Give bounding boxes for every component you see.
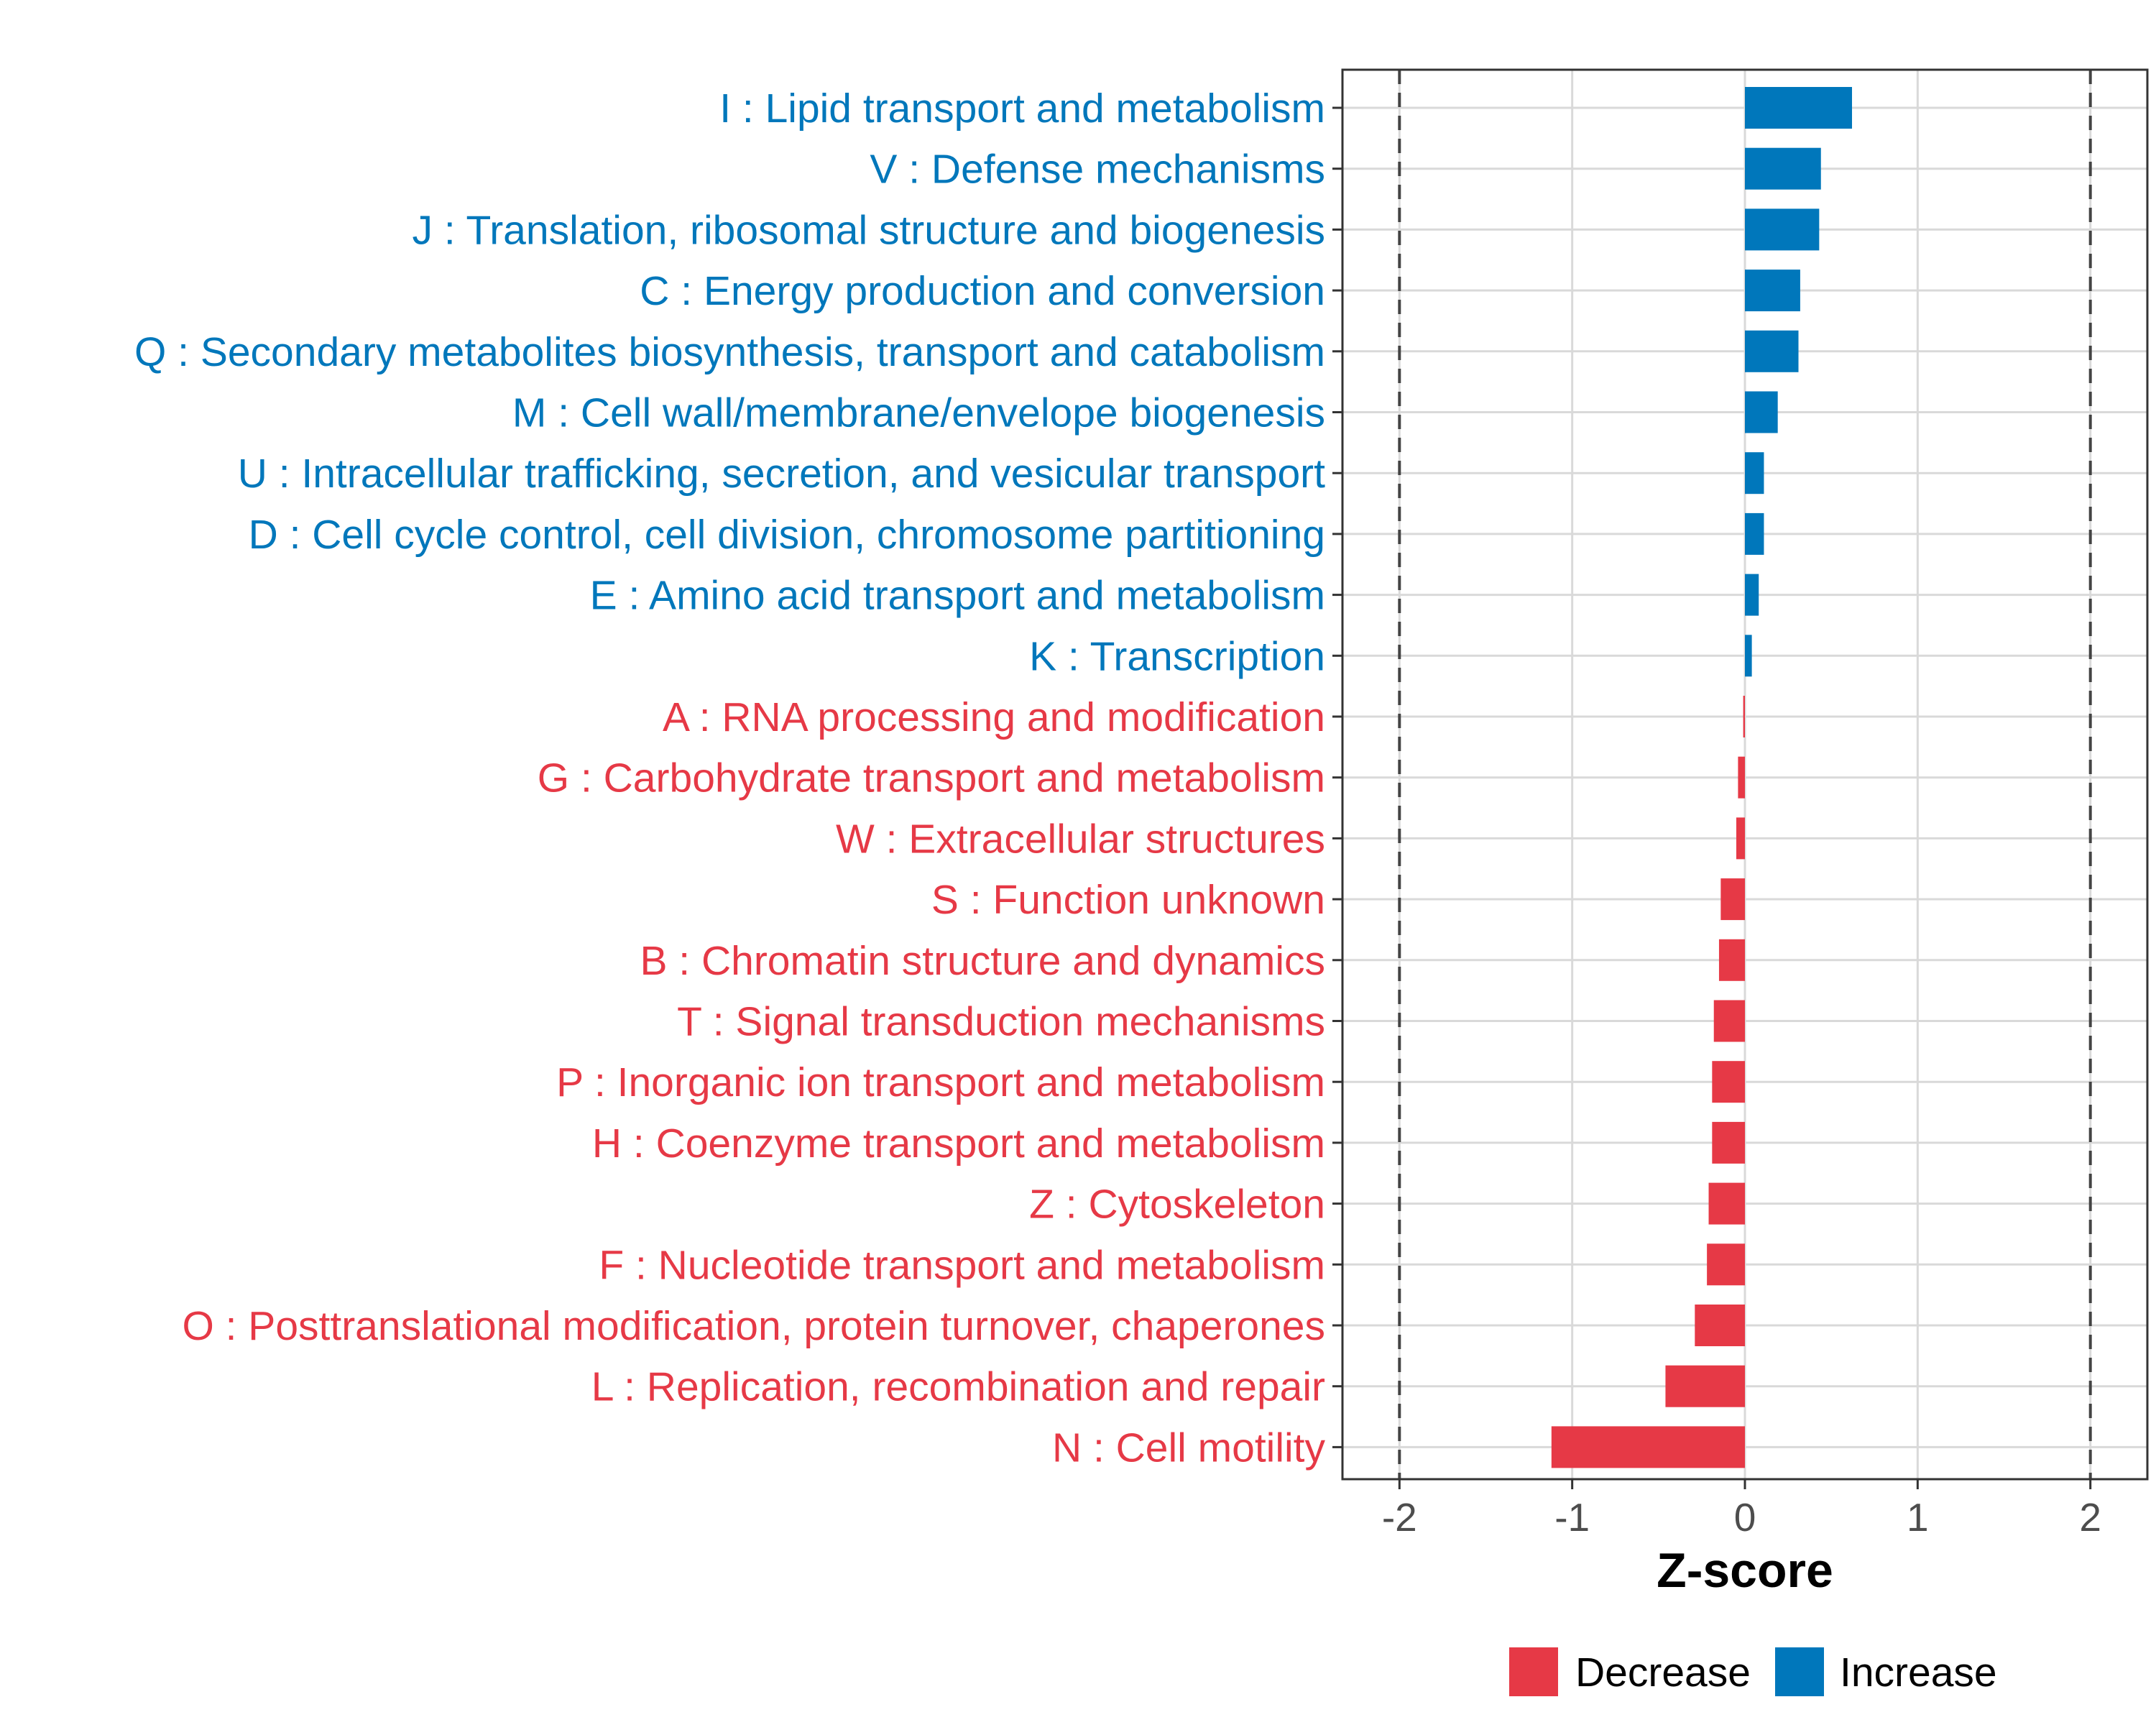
category-label: C : Energy production and conversion xyxy=(640,268,1325,314)
legend-label-increase: Increase xyxy=(1840,1650,1997,1696)
bar xyxy=(1745,635,1752,677)
x-tick-label: -2 xyxy=(1382,1495,1417,1540)
bar xyxy=(1695,1305,1745,1346)
category-label: F : Nucleotide transport and metabolism xyxy=(599,1242,1325,1288)
bar xyxy=(1665,1365,1745,1407)
x-tick-label: 2 xyxy=(2079,1495,2101,1540)
category-label: Z : Cytoskeleton xyxy=(1029,1182,1325,1228)
category-label: J : Translation, ribosomal structure and… xyxy=(413,207,1325,253)
bar xyxy=(1718,939,1745,981)
category-label: U : Intracellular trafficking, secretion… xyxy=(238,451,1325,497)
bar xyxy=(1745,147,1821,190)
category-label: N : Cell motility xyxy=(1052,1425,1326,1471)
bar xyxy=(1745,452,1764,494)
bar xyxy=(1745,391,1778,433)
category-label: A : RNA processing and modification xyxy=(663,694,1325,740)
bar xyxy=(1713,1000,1745,1042)
category-label: D : Cell cycle control, cell division, c… xyxy=(249,512,1325,558)
category-label: B : Chromatin structure and dynamics xyxy=(640,938,1325,984)
y-axis: I : Lipid transport and metabolism V : De… xyxy=(134,86,1342,1471)
bar xyxy=(1736,817,1745,860)
category-label: V : Defense mechanisms xyxy=(870,147,1325,193)
category-label: P : Inorganic ion transport and metaboli… xyxy=(556,1059,1325,1105)
bar xyxy=(1745,574,1759,616)
category-label: S : Function unknown xyxy=(931,877,1325,923)
bars-layer xyxy=(1551,87,1853,1468)
category-label: K : Transcription xyxy=(1029,633,1325,679)
category-label: Q : Secondary metabolites biosynthesis, … xyxy=(134,329,1325,375)
bar xyxy=(1738,756,1745,799)
bar xyxy=(1745,512,1764,555)
bar xyxy=(1745,270,1800,312)
threshold-layer xyxy=(1398,70,2092,1479)
category-label: O : Posttranslational modification, prot… xyxy=(182,1303,1325,1349)
legend-swatch-decrease xyxy=(1509,1647,1558,1696)
category-label: W : Extracellular structures xyxy=(836,816,1325,862)
bar xyxy=(1708,1182,1745,1225)
bar xyxy=(1745,330,1799,372)
bar xyxy=(1745,208,1820,251)
legend-label-decrease: Decrease xyxy=(1575,1650,1751,1696)
category-label: L : Replication, recombination and repai… xyxy=(591,1364,1325,1410)
x-tick-label: 1 xyxy=(1907,1495,1929,1540)
category-label: M : Cell wall/membrane/envelope biogenes… xyxy=(512,390,1325,436)
x-tick-label: -1 xyxy=(1554,1495,1590,1540)
category-label: G : Carbohydrate transport and metabolis… xyxy=(538,755,1325,801)
bar xyxy=(1707,1243,1745,1286)
legend-swatch-increase xyxy=(1775,1647,1824,1696)
category-label: T : Signal transduction mechanisms xyxy=(677,999,1325,1045)
bar xyxy=(1712,1061,1745,1103)
category-label: H : Coenzyme transport and metabolism xyxy=(592,1121,1325,1167)
bar xyxy=(1712,1121,1745,1164)
category-label: E : Amino acid transport and metabolism xyxy=(590,573,1325,619)
bar xyxy=(1720,878,1745,921)
x-axis: -2 -1 0 1 2 xyxy=(1382,1479,2101,1540)
legend: Decrease Increase xyxy=(1509,1647,1997,1696)
bar xyxy=(1743,696,1745,737)
bar xyxy=(1551,1426,1745,1468)
category-label: I : Lipid transport and metabolism xyxy=(719,86,1325,132)
x-tick-label: 0 xyxy=(1734,1495,1756,1540)
bar xyxy=(1745,87,1853,129)
x-axis-title: Z-score xyxy=(1657,1543,1833,1598)
